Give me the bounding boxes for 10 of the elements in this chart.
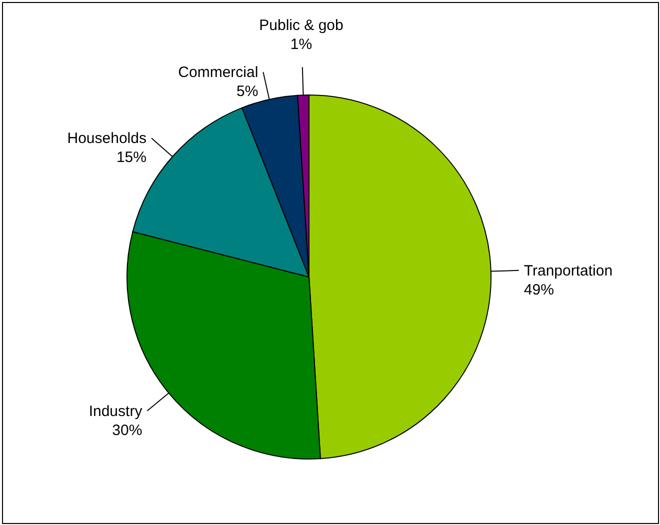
slice-label: Tranportation bbox=[524, 262, 613, 280]
data-label: 49% bbox=[524, 281, 554, 298]
data-label: 15% bbox=[116, 149, 146, 166]
data-label: 1% bbox=[290, 36, 312, 54]
data-label: 5% bbox=[236, 83, 258, 100]
data-label: 30% bbox=[112, 422, 142, 439]
slice-label: Commercial bbox=[178, 64, 258, 82]
slice-label: Public & gob bbox=[259, 17, 344, 34]
slice-label: Industry bbox=[88, 402, 143, 420]
slice-label: Households bbox=[67, 130, 146, 148]
